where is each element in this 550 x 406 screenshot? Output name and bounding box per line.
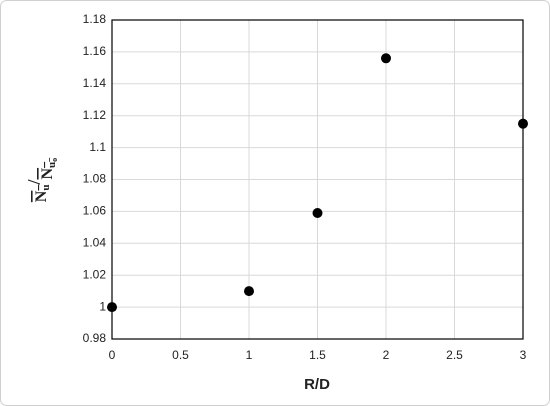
- x-tick-label: 1.5: [309, 348, 326, 362]
- y-tick-label: 1.1: [89, 140, 106, 154]
- plot-frame: [111, 19, 524, 340]
- x-tick-label: 3: [520, 348, 527, 362]
- y-label-part: u: [40, 185, 52, 191]
- y-label-part: N: [39, 167, 56, 179]
- x-tick-label: 0.5: [172, 348, 189, 362]
- y-tick-label: 1.18: [83, 12, 107, 26]
- y-tick-label: 1.02: [83, 267, 107, 281]
- x-axis-label: R/D: [304, 376, 330, 393]
- y-tick-label: 1.14: [83, 76, 107, 90]
- y-tick-label: 1.04: [83, 235, 107, 249]
- y-tick-label: 1.08: [83, 172, 107, 186]
- y-label-part: /: [24, 179, 44, 186]
- y-tick-label: 1.16: [83, 44, 107, 58]
- point: [312, 207, 323, 218]
- point: [107, 302, 117, 313]
- y-label-part: o: [50, 158, 59, 162]
- point: [244, 286, 254, 297]
- x-tick-label: 0: [109, 348, 116, 362]
- point: [381, 53, 391, 64]
- y-label-part: u: [46, 162, 58, 168]
- x-tick-label: 1: [246, 348, 253, 362]
- x-tick-label: 2: [383, 348, 390, 362]
- y-label-part: N: [33, 190, 50, 202]
- y-tick-label: 1.06: [83, 204, 107, 218]
- y-tick-label: 0.98: [83, 331, 107, 345]
- y-tick-label: 1: [99, 299, 106, 313]
- y-axis-label: Nu/Nuo: [24, 158, 59, 202]
- point: [518, 118, 528, 129]
- y-tick-label: 1.12: [83, 108, 107, 122]
- x-tick-label: 2.5: [446, 348, 463, 362]
